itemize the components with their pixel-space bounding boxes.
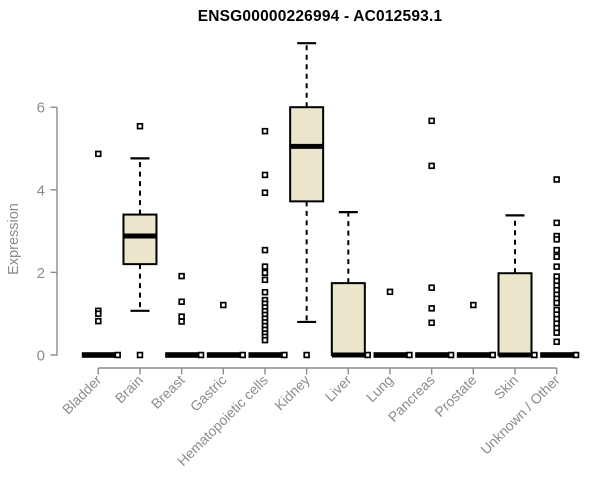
zero-bar bbox=[456, 352, 490, 358]
zero-edge-point bbox=[114, 351, 121, 359]
outlier-point bbox=[220, 301, 227, 309]
outlier-point bbox=[136, 351, 144, 359]
outlier-point bbox=[178, 313, 185, 320]
outlier-point bbox=[178, 298, 185, 305]
box-group-brain bbox=[122, 122, 158, 359]
box-group-lung bbox=[373, 288, 413, 359]
zero-edge-point bbox=[489, 351, 496, 359]
zero-edge-point bbox=[364, 351, 371, 359]
outlier-point bbox=[261, 127, 269, 135]
outlier-point bbox=[386, 288, 394, 296]
y-tick-label: 0 bbox=[37, 348, 45, 365]
zero-bar bbox=[165, 352, 199, 358]
box-group-pancreas bbox=[415, 117, 455, 359]
outlier-point bbox=[553, 329, 560, 336]
chart-title: ENSG00000226994 - AC012593.1 bbox=[197, 8, 443, 25]
outlier-point bbox=[428, 305, 435, 312]
outlier-point bbox=[95, 310, 102, 317]
zero-bar bbox=[248, 352, 282, 358]
x-tick-label: Breast bbox=[148, 372, 188, 412]
outlier-point bbox=[136, 122, 144, 130]
box-group-skin bbox=[497, 214, 538, 359]
box bbox=[330, 282, 366, 356]
outlier-point bbox=[261, 171, 269, 179]
x-tick-label: Unknown / Other bbox=[477, 372, 563, 458]
outlier-point bbox=[553, 263, 560, 270]
outlier-point bbox=[261, 263, 269, 270]
x-tick-label: Bladder bbox=[59, 372, 105, 418]
outlier-point bbox=[178, 318, 185, 325]
box-group-prostate bbox=[456, 301, 496, 359]
outlier-point bbox=[553, 246, 560, 254]
outlier-point bbox=[428, 162, 435, 170]
x-tick-label: Prostate bbox=[431, 372, 479, 420]
outlier-point bbox=[553, 236, 560, 243]
y-tick-label: 4 bbox=[37, 182, 45, 199]
zero-edge-point bbox=[281, 351, 288, 359]
box-group-unknown-other bbox=[540, 176, 580, 359]
outlier-point bbox=[553, 219, 560, 227]
zero-bar bbox=[415, 352, 449, 358]
box bbox=[289, 106, 325, 203]
outlier-point bbox=[428, 319, 435, 327]
zero-bar bbox=[373, 352, 407, 358]
zero-edge-point bbox=[531, 351, 538, 359]
outlier-point bbox=[178, 272, 185, 280]
outlier-point bbox=[428, 117, 435, 125]
x-tick-label: Brain bbox=[112, 372, 146, 406]
zero-bar bbox=[81, 352, 115, 358]
zero-edge-point bbox=[447, 351, 455, 359]
box bbox=[122, 213, 158, 266]
outlier-point bbox=[261, 246, 269, 254]
box-group-liver bbox=[330, 211, 371, 359]
zero-bar bbox=[206, 352, 240, 358]
y-tick-label: 2 bbox=[37, 265, 45, 282]
outlier-point bbox=[261, 288, 269, 296]
box-group-hematopoietic-cells bbox=[248, 127, 288, 359]
zero-edge-point bbox=[406, 351, 413, 359]
x-tick-label: Liver bbox=[322, 372, 355, 405]
outlier-point bbox=[95, 317, 102, 325]
box-group-breast bbox=[165, 272, 205, 359]
box-group-gastric bbox=[206, 301, 246, 359]
x-tick-label: Kidney bbox=[271, 372, 313, 414]
outlier-point bbox=[261, 276, 269, 284]
zero-edge-point bbox=[572, 351, 580, 359]
box-group-bladder bbox=[81, 150, 121, 359]
outlier-point bbox=[553, 299, 560, 307]
x-tick-label: Lung bbox=[363, 372, 396, 405]
outlier-point bbox=[553, 253, 560, 260]
outlier-point bbox=[428, 284, 435, 291]
x-tick-label: Skin bbox=[491, 372, 522, 403]
zero-edge-point bbox=[239, 351, 246, 359]
outlier-point bbox=[261, 189, 269, 196]
outlier-point bbox=[261, 336, 269, 344]
box bbox=[497, 272, 533, 357]
outlier-point bbox=[553, 176, 560, 183]
zero-bar bbox=[540, 352, 574, 358]
outlier-point bbox=[470, 301, 477, 309]
outlier-point bbox=[553, 338, 560, 346]
y-tick-label: 6 bbox=[37, 100, 45, 117]
box-group-kidney bbox=[289, 42, 325, 359]
outlier-point bbox=[303, 351, 310, 359]
outlier-point bbox=[95, 150, 102, 158]
outlier-point bbox=[261, 269, 269, 277]
zero-edge-point bbox=[197, 351, 205, 359]
